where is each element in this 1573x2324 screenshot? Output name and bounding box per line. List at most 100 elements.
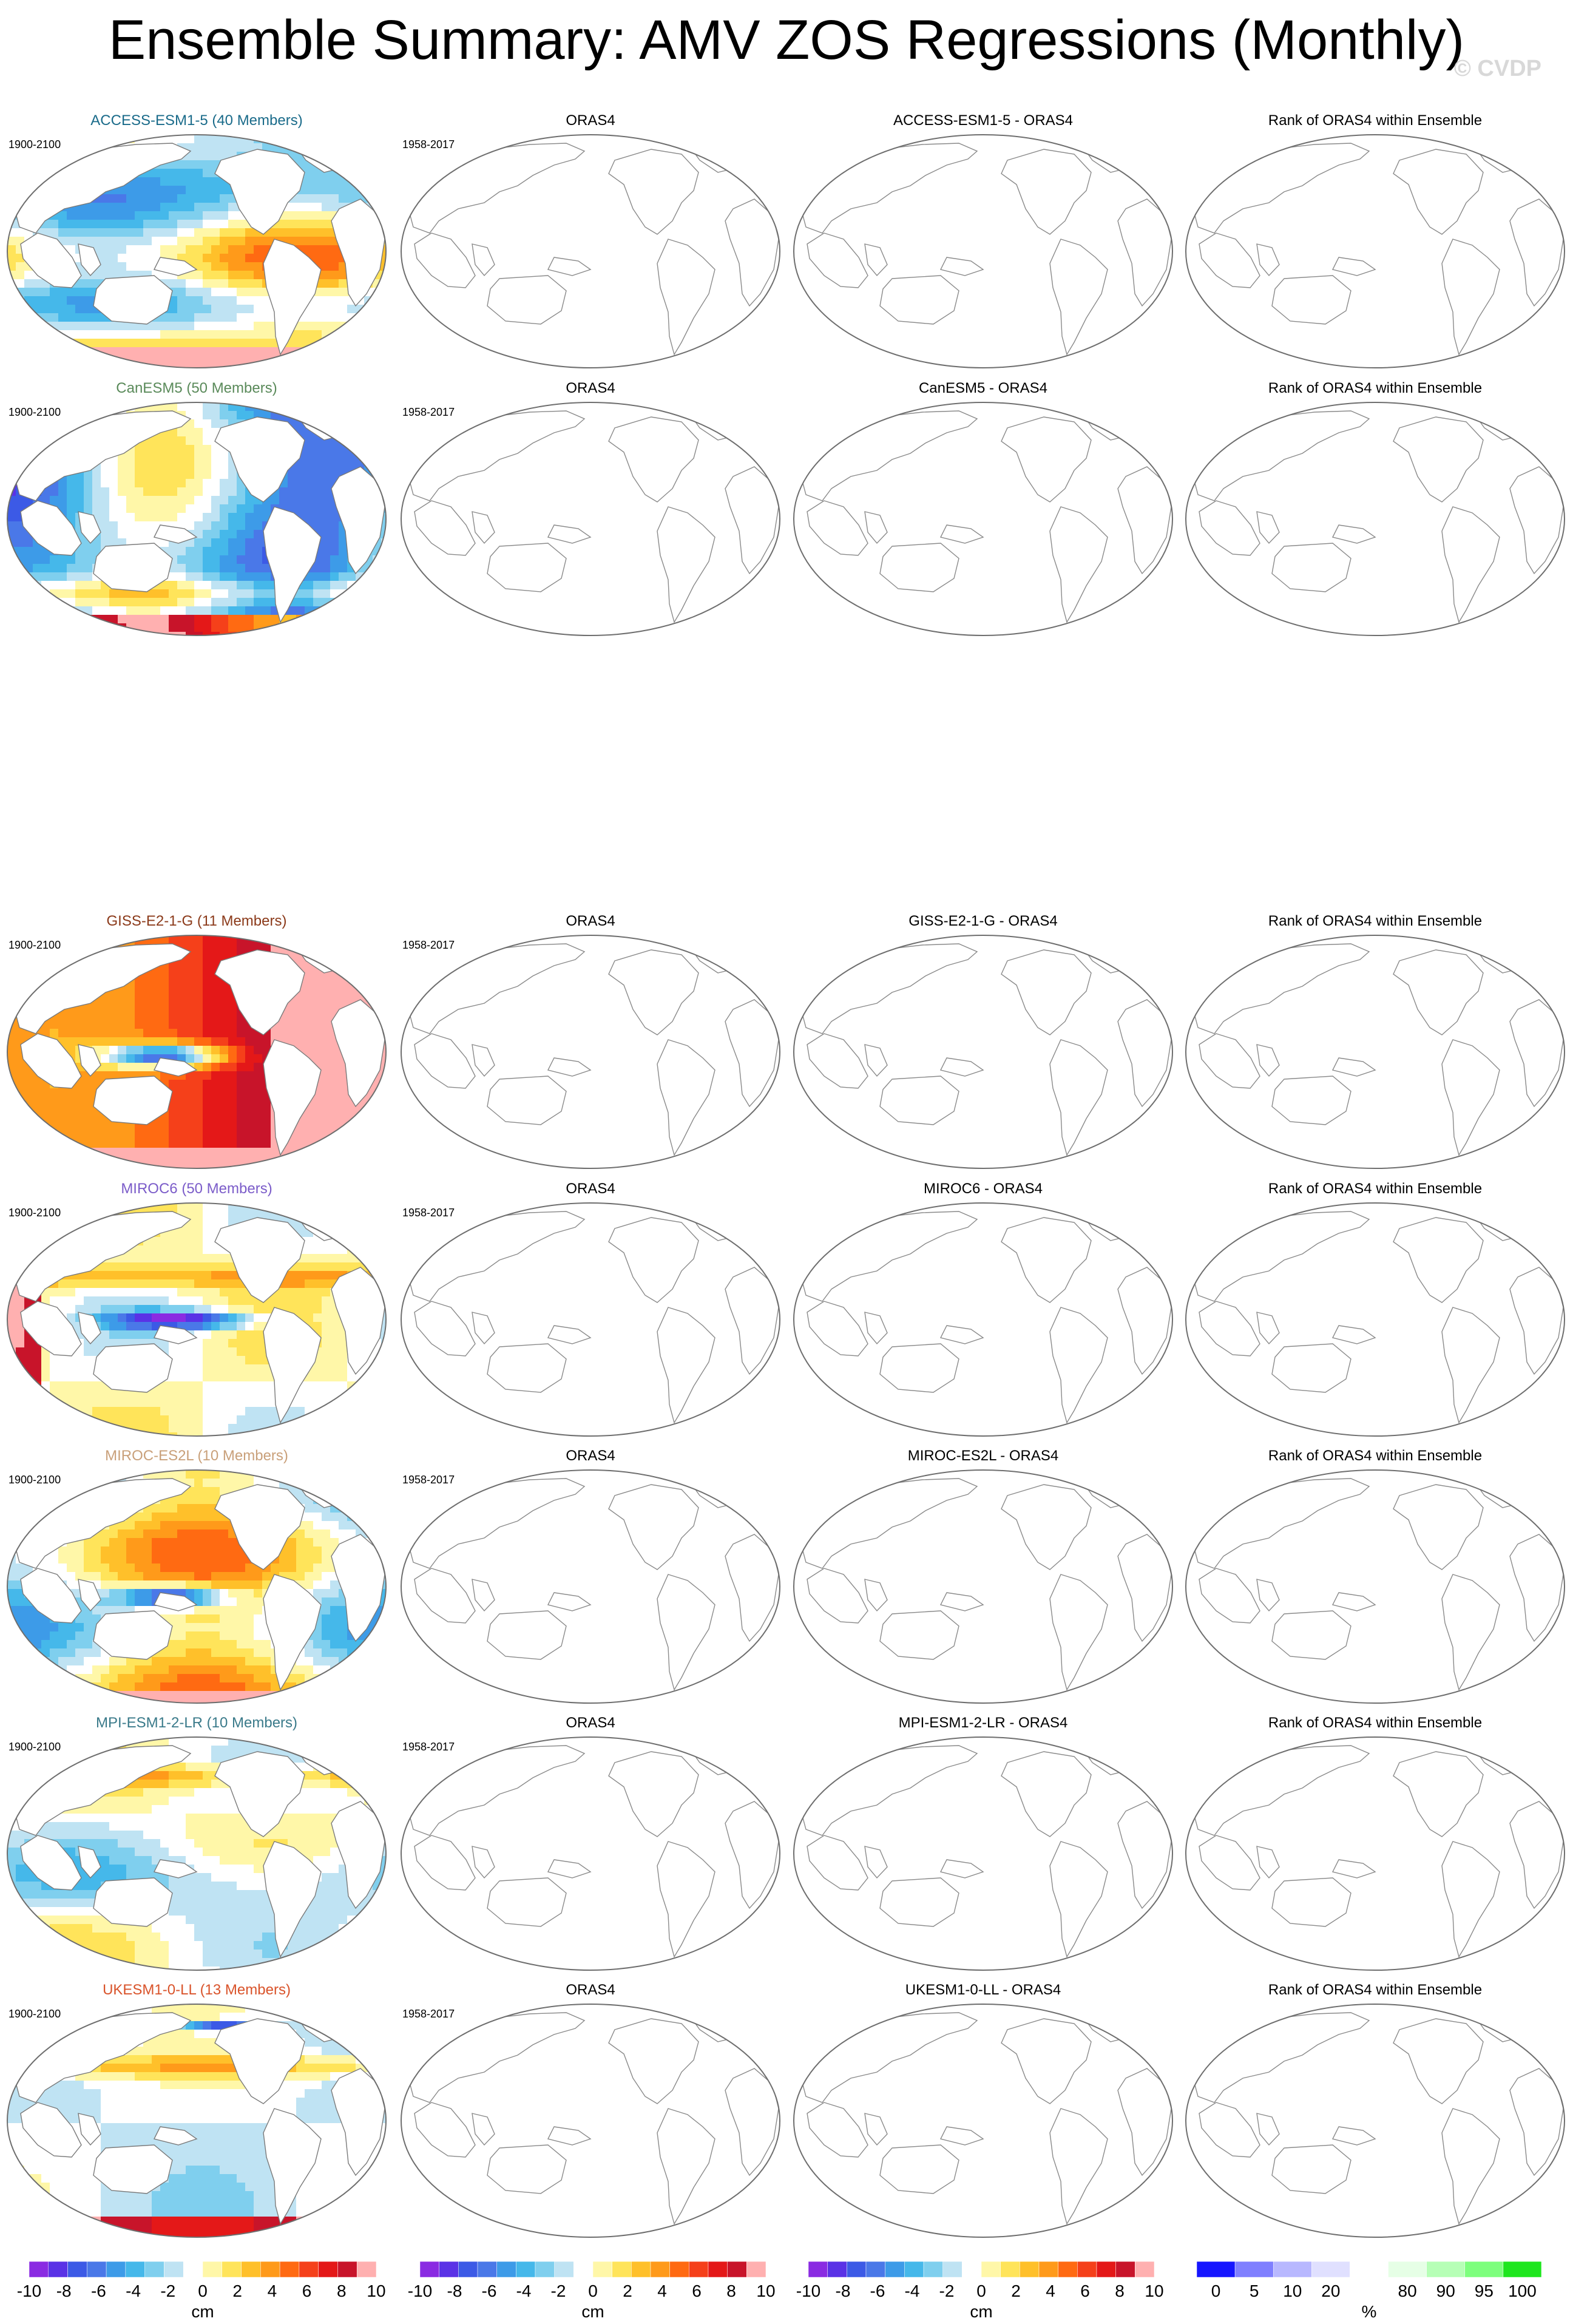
field-cell — [381, 288, 386, 297]
field-cell — [118, 530, 127, 539]
field-cell — [109, 1262, 118, 1272]
field-cell — [177, 572, 186, 581]
field-cell — [381, 169, 386, 178]
field-cell — [177, 402, 186, 412]
field-cell — [118, 1020, 127, 1029]
field-cell — [262, 237, 271, 246]
field-cell — [237, 1322, 246, 1331]
field-cell — [313, 1313, 322, 1323]
coastline — [608, 149, 699, 235]
field-cell — [228, 271, 237, 280]
field-cell — [322, 228, 331, 237]
field-cell — [203, 1071, 212, 1080]
field-cell — [143, 995, 152, 1004]
field-cell — [109, 530, 118, 539]
field-cell — [24, 1347, 33, 1357]
field-cell — [381, 1203, 386, 1212]
coastline — [939, 257, 984, 276]
field-cell — [228, 1088, 237, 1097]
field-cell — [305, 364, 314, 368]
field-cell — [279, 496, 288, 505]
field-cell — [169, 228, 178, 237]
field-cell — [305, 1165, 314, 1168]
field-cell — [24, 1080, 33, 1089]
field-cell — [305, 169, 314, 178]
field-cell — [143, 1245, 152, 1255]
land-mask — [263, 1039, 322, 1156]
field-cell — [50, 1020, 59, 1029]
field-cell — [194, 143, 203, 152]
field-cell — [305, 978, 314, 987]
field-cell — [186, 364, 195, 368]
field-cell — [33, 1228, 42, 1238]
field-cell — [322, 1347, 331, 1357]
field-cell — [84, 504, 93, 513]
field-cell — [24, 555, 33, 564]
field-cell — [347, 632, 356, 635]
field-cell — [347, 606, 356, 615]
field-cell — [322, 339, 331, 348]
field-cell — [24, 1122, 33, 1131]
field-cell — [330, 1220, 339, 1229]
field-cell — [143, 1296, 152, 1306]
field-cell — [58, 1381, 67, 1391]
field-cell — [67, 1131, 76, 1140]
field-cell — [152, 969, 161, 978]
field-cell — [7, 978, 16, 987]
field-cell — [194, 419, 203, 429]
field-cell — [152, 1305, 161, 1314]
field-cell — [33, 961, 42, 970]
field-cell — [152, 1156, 161, 1165]
field-cell — [228, 479, 237, 488]
field-cell — [347, 339, 356, 348]
map-border — [401, 402, 780, 636]
field-cell — [262, 1305, 271, 1314]
field-cell — [169, 589, 178, 598]
field-cell — [279, 1029, 288, 1038]
field-cell — [58, 1288, 67, 1297]
field-cell — [33, 279, 42, 288]
field-cell — [33, 347, 42, 356]
field-cell — [254, 1347, 263, 1357]
field-cell — [220, 279, 229, 288]
field-cell — [322, 211, 331, 220]
field-cell — [67, 1356, 76, 1365]
field-cell — [313, 521, 322, 530]
field-cell — [33, 1088, 42, 1097]
field-cell — [152, 1131, 161, 1140]
field-cell — [245, 1347, 254, 1357]
field-cell — [373, 572, 382, 581]
field-cell — [339, 606, 348, 615]
field-cell — [211, 237, 220, 246]
field-cell — [7, 615, 16, 624]
field-cell — [135, 1054, 144, 1063]
field-cell — [220, 143, 229, 152]
field-cell — [143, 504, 152, 513]
field-cell — [381, 364, 386, 368]
field-cell — [203, 1029, 212, 1038]
field-cell — [313, 1012, 322, 1021]
field-cell — [186, 1390, 195, 1399]
field-cell — [313, 1203, 322, 1212]
field-cell — [228, 589, 237, 598]
field-cell — [126, 1271, 135, 1280]
field-cell — [101, 632, 110, 635]
field-cell — [228, 1347, 237, 1357]
field-cell — [322, 547, 331, 556]
field-cell — [245, 254, 254, 263]
field-cell — [50, 1381, 59, 1391]
field-cell — [254, 1390, 263, 1399]
field-cell — [220, 1381, 229, 1391]
coastline — [1393, 949, 1484, 1035]
field-cell — [33, 1097, 42, 1106]
field-cell — [220, 186, 229, 195]
field-cell — [373, 339, 382, 348]
field-cell — [24, 428, 33, 437]
field-cell — [237, 555, 246, 564]
field-cell — [58, 1105, 67, 1114]
field-cell — [339, 1165, 348, 1168]
field-cell — [220, 1122, 229, 1131]
field-cell — [160, 220, 169, 229]
field-cell — [58, 152, 67, 161]
field-cell — [126, 339, 135, 348]
